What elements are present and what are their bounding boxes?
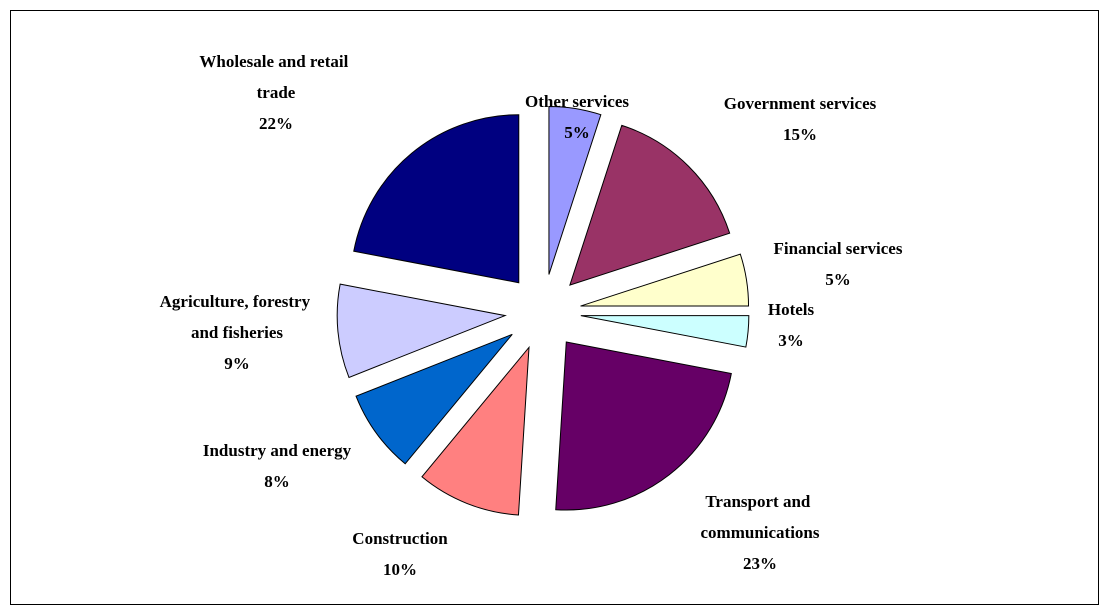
label-line: Construction [352, 529, 448, 548]
pie-slice [353, 114, 520, 284]
pie-slice [580, 253, 750, 307]
slice-label: Financial services [774, 239, 903, 258]
slice-value-label: 22% [259, 114, 293, 133]
label-line: Agriculture, forestry [160, 292, 315, 311]
pie-slice [355, 333, 513, 465]
pie-slice [336, 283, 507, 379]
label-line: Wholesale and retail [199, 52, 352, 71]
label-line: Financial services [774, 239, 903, 258]
slice-label: Wholesale and retail trade [199, 52, 352, 102]
slice-label: Transport and communications [701, 492, 820, 542]
slice-label: Construction [352, 529, 448, 548]
slice-value-label: 23% [743, 554, 777, 573]
slice-value-label: 8% [264, 472, 290, 491]
slice-label: Government services [724, 94, 877, 113]
slice-label: Industry and energy [203, 441, 352, 460]
pie-slice [580, 315, 750, 348]
label-line: communications [701, 523, 820, 542]
slice-label: Agriculture, forestry and fisheries [160, 292, 315, 342]
slice-value-label: 5% [825, 270, 851, 289]
pie-slice [569, 124, 731, 286]
slice-label: Other services [525, 92, 629, 111]
label-line: Government services [724, 94, 877, 113]
slice-label: Hotels [768, 300, 815, 319]
label-line: Industry and energy [203, 441, 352, 460]
slice-value-label: 3% [778, 331, 804, 350]
label-line: trade [257, 83, 296, 102]
label-line: Other services [525, 92, 629, 111]
slice-value-label: 10% [383, 560, 417, 579]
label-line: Hotels [768, 300, 815, 319]
slice-value-label: 15% [783, 125, 817, 144]
label-line: and fisheries [191, 323, 283, 342]
label-line: Transport and [705, 492, 814, 511]
slice-value-label: 9% [224, 354, 250, 373]
slice-value-label: 5% [564, 123, 590, 142]
pie-slice [548, 105, 602, 275]
pie-slice [555, 341, 732, 511]
pie-slice [421, 345, 530, 516]
